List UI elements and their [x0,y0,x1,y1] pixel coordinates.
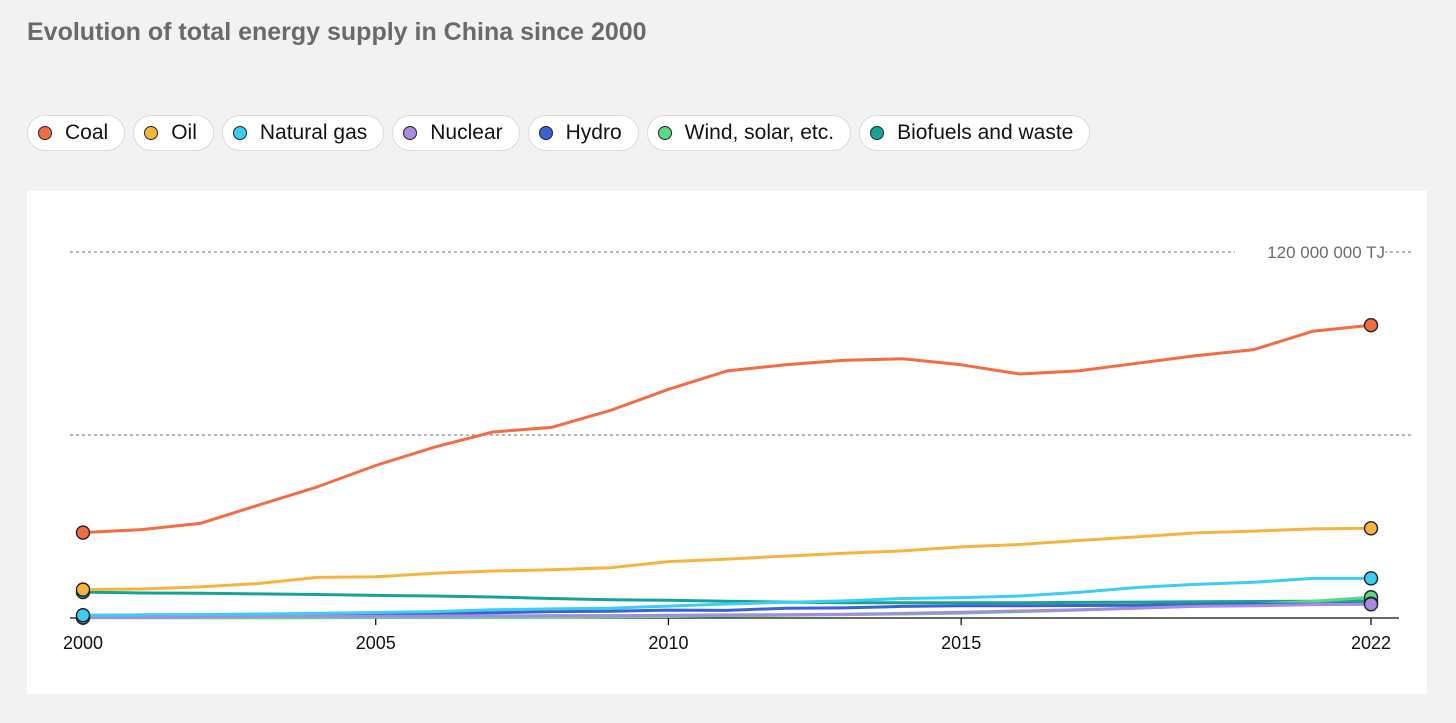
series-line-biofuels-and-waste [81,590,1373,605]
series-line-nuclear [81,602,1373,619]
legend-label: Hydro [565,121,622,144]
x-tick-label: 2005 [356,633,396,653]
chart-legend: Coal Oil Natural gas Nuclear Hydro Wind, sola… [27,115,1091,151]
series-line-oil [81,526,1373,592]
chart-title: Evolution of total energy supply in Chin… [27,18,647,46]
legend-item-hydro[interactable]: Hydro [527,115,639,151]
series-line-natural-gas [81,576,1373,617]
series-end-marker-nuclear [1363,597,1379,612]
legend-item-natural-gas[interactable]: Natural gas [221,115,385,151]
legend-label: Biofuels and waste [897,121,1074,144]
legend-swatch [403,126,418,140]
legend-label: Oil [171,121,197,144]
legend-item-oil[interactable]: Oil [133,115,214,151]
legend-label: Wind, solar, etc. [684,121,835,144]
legend-swatch [232,126,247,140]
legend-swatch [870,126,885,140]
chart-panel: 120 000 000 TJ 2000 2005 2010 2015 2022 [27,191,1427,694]
legend-item-coal[interactable]: Coal [27,115,126,151]
legend-item-biofuels-and-waste[interactable]: Biofuels and waste [859,115,1091,151]
x-tick-label: 2022 [1351,633,1391,653]
legend-item-nuclear[interactable]: Nuclear [392,115,520,151]
series-start-marker-coal [75,525,91,540]
legend-swatch [38,126,52,140]
legend-label: Coal [65,121,109,144]
legend-swatch [144,126,159,140]
series-end-marker-oil [1363,521,1379,536]
line-chart: 120 000 000 TJ 2000 2005 2010 2015 2022 [63,240,1414,653]
series-end-marker-natural-gas [1363,571,1379,586]
legend-label: Natural gas [259,121,368,144]
x-tick-label: 2000 [63,633,103,653]
x-tick-label: 2010 [648,633,688,653]
legend-label: Nuclear [430,121,503,144]
legend-swatch [538,126,553,140]
x-tick-label: 2015 [941,633,981,653]
series-line-coal [81,323,1373,535]
legend-item-wind-solar-etc[interactable]: Wind, solar, etc. [646,115,852,151]
series-end-marker-coal [1363,317,1379,333]
gridline-label: 120 000 000 TJ [1267,243,1385,262]
legend-swatch [657,126,672,140]
gridline-label-bg [1235,240,1385,264]
series-start-marker-oil [75,582,91,597]
series-start-marker-natural-gas [75,608,91,623]
